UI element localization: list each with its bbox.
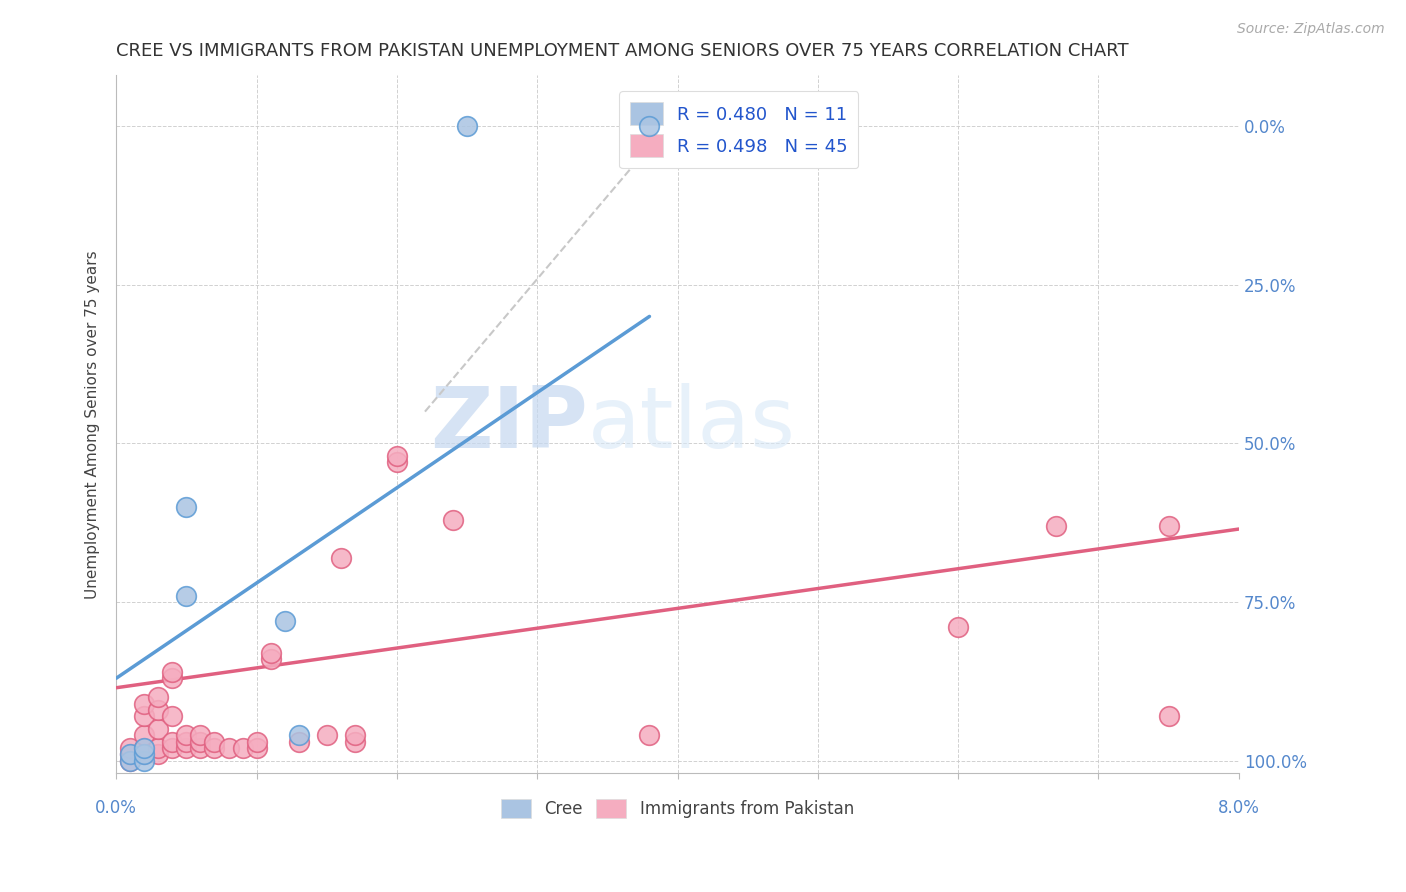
Point — [162, 734, 184, 748]
Point — [162, 671, 184, 685]
Point — [218, 741, 240, 756]
Point — [162, 741, 184, 756]
Point — [176, 734, 198, 748]
Point — [385, 449, 408, 463]
Point — [287, 734, 309, 748]
Point — [190, 741, 212, 756]
Point — [134, 728, 156, 742]
Point — [134, 697, 156, 711]
Point — [190, 728, 212, 742]
Point — [134, 747, 156, 762]
Point — [259, 646, 281, 660]
Point — [638, 728, 661, 742]
Point — [245, 734, 267, 748]
Point — [315, 728, 337, 742]
Point — [120, 754, 142, 768]
Point — [343, 734, 366, 748]
Point — [385, 455, 408, 469]
Text: 8.0%: 8.0% — [1218, 799, 1260, 817]
Point — [176, 589, 198, 603]
Point — [329, 550, 352, 565]
Point — [245, 741, 267, 756]
Point — [946, 620, 969, 634]
Point — [148, 690, 170, 705]
Point — [638, 119, 661, 133]
Point — [120, 741, 142, 756]
Point — [343, 728, 366, 742]
Point — [190, 734, 212, 748]
Text: ZIP: ZIP — [430, 383, 588, 466]
Point — [1157, 519, 1180, 533]
Point — [134, 747, 156, 762]
Point — [162, 665, 184, 679]
Point — [134, 741, 156, 756]
Point — [204, 734, 226, 748]
Point — [148, 722, 170, 736]
Point — [176, 500, 198, 514]
Point — [273, 614, 295, 628]
Point — [120, 754, 142, 768]
Point — [148, 747, 170, 762]
Text: atlas: atlas — [588, 383, 796, 466]
Point — [176, 741, 198, 756]
Text: Source: ZipAtlas.com: Source: ZipAtlas.com — [1237, 22, 1385, 37]
Point — [232, 741, 254, 756]
Point — [162, 709, 184, 723]
Point — [456, 119, 478, 133]
Point — [134, 741, 156, 756]
Point — [287, 728, 309, 742]
Point — [148, 703, 170, 717]
Point — [204, 741, 226, 756]
Point — [120, 747, 142, 762]
Point — [176, 728, 198, 742]
Text: CREE VS IMMIGRANTS FROM PAKISTAN UNEMPLOYMENT AMONG SENIORS OVER 75 YEARS CORREL: CREE VS IMMIGRANTS FROM PAKISTAN UNEMPLO… — [117, 42, 1129, 60]
Point — [259, 652, 281, 666]
Point — [134, 709, 156, 723]
Y-axis label: Unemployment Among Seniors over 75 years: Unemployment Among Seniors over 75 years — [86, 250, 100, 599]
Point — [120, 747, 142, 762]
Text: 0.0%: 0.0% — [96, 799, 138, 817]
Point — [1045, 519, 1067, 533]
Point — [134, 754, 156, 768]
Legend: Cree, Immigrants from Pakistan: Cree, Immigrants from Pakistan — [495, 792, 860, 824]
Point — [441, 512, 464, 526]
Point — [148, 741, 170, 756]
Point — [1157, 709, 1180, 723]
